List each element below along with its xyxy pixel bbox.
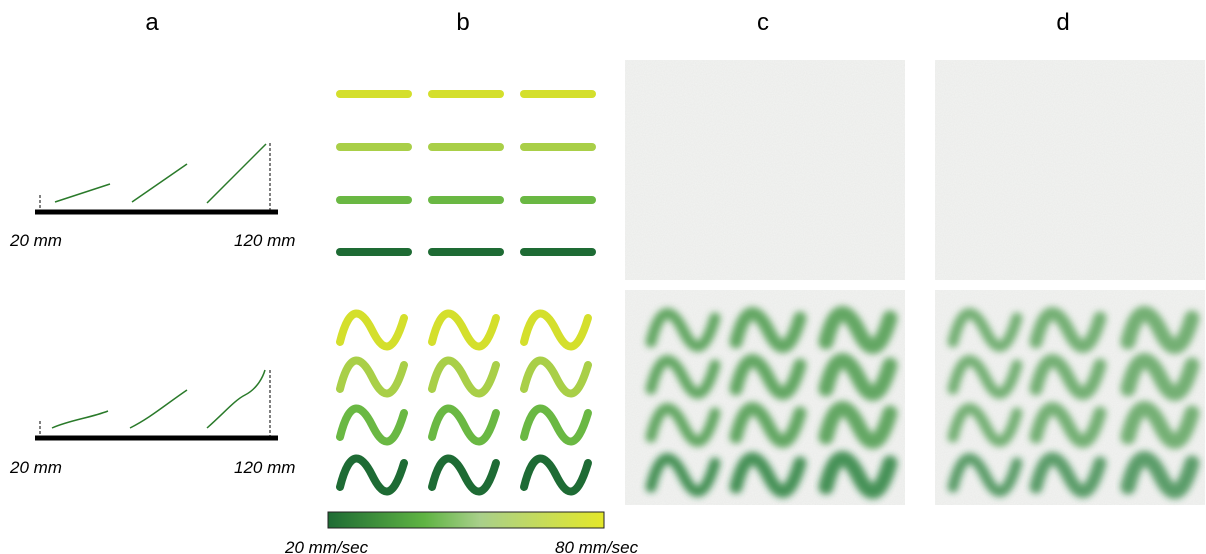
panel-label: a [145,9,159,36]
stroke-wave [432,458,496,491]
trajectory [207,370,265,428]
trajectory [55,184,110,202]
figure: a b c d 20 mm 120 mm 20 mm 120 mm 20 mm/… [0,0,1206,554]
stroke-wave [340,313,404,346]
stroke-wave [432,360,496,393]
stroke-wave [340,458,404,491]
trajectory [132,164,187,202]
panel-b [340,94,592,492]
panel-d [935,60,1205,505]
trajectory [52,411,108,428]
end-label: 120 mm [234,458,295,477]
stroke-wave [340,408,404,441]
stroke-wave [340,360,404,393]
panel-label: b [456,9,469,36]
panel-a: 20 mm 120 mm 20 mm 120 mm [9,143,295,477]
end-label: 120 mm [234,231,295,250]
trajectory [207,144,266,203]
panel-c [625,60,905,505]
stroke-wave [524,360,588,393]
start-label: 20 mm [9,458,62,477]
stroke-wave [524,458,588,491]
panel-label: d [1056,9,1069,36]
panel-label: c [757,9,769,36]
colorbar-min-label: 20 mm/sec [284,538,369,554]
colorbar-max-label: 80 mm/sec [555,538,639,554]
stroke-wave [524,408,588,441]
stroke-wave [432,313,496,346]
panel-labels: a b c d [145,9,1069,36]
trajectory [130,390,187,428]
stroke-wave [524,313,588,346]
start-label: 20 mm [9,231,62,250]
colorbar [328,512,604,528]
stroke-wave [432,408,496,441]
